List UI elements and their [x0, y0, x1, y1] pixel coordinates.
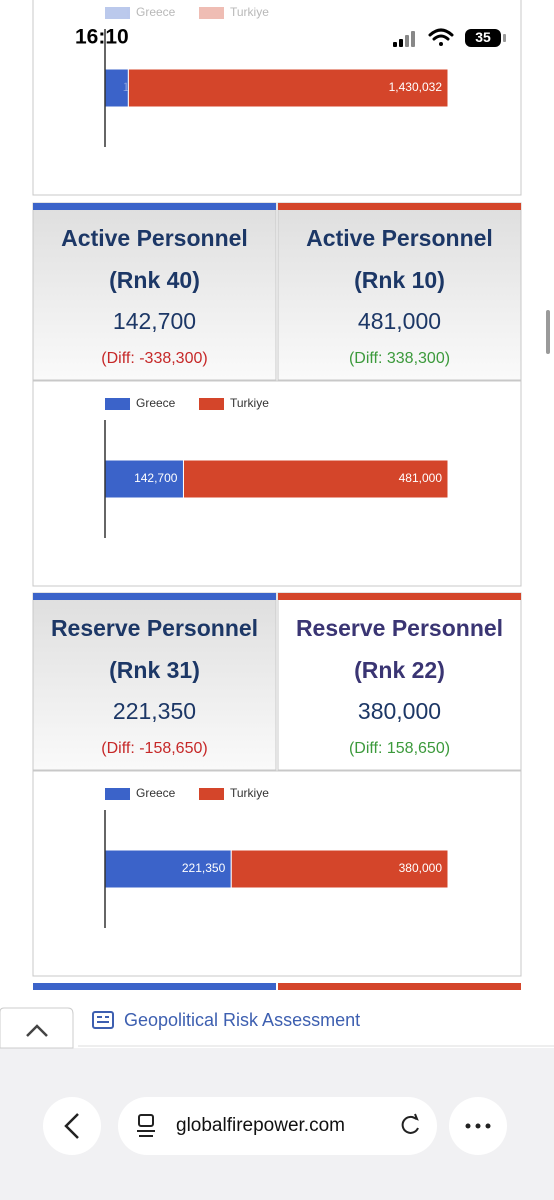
- card-rank: (Rnk 10): [354, 267, 445, 293]
- url-pill[interactable]: [118, 1097, 437, 1155]
- legend: Greece Turkiye: [105, 5, 269, 19]
- card-rank: (Rnk 31): [109, 657, 200, 683]
- tab-panel: [78, 1000, 554, 1046]
- card-diff: (Diff: -158,650): [101, 740, 207, 757]
- legend-label: Greece: [136, 5, 176, 19]
- content: GreeceTurkiye104,6111,430,032GreeceTurki…: [32, 0, 522, 990]
- legend-label: Turkiye: [230, 5, 269, 19]
- bar-segment: [104, 459, 184, 499]
- card-stripe: [33, 593, 276, 600]
- tab-link[interactable]: Geopolitical Risk Assessment: [124, 1010, 360, 1030]
- status-time: 16:10: [75, 26, 129, 49]
- chevron-up: [26, 1024, 48, 1037]
- legend-swatch: [105, 7, 130, 19]
- card: [32, 592, 277, 771]
- card-value: 380,000: [358, 698, 441, 724]
- bar-value-label: 380,000: [399, 861, 443, 875]
- reload-icon[interactable]: [401, 1113, 419, 1134]
- back-button[interactable]: [43, 1097, 101, 1155]
- card-stripe: [278, 983, 521, 990]
- card: [32, 202, 277, 381]
- battery-level: 35: [475, 29, 491, 45]
- card-stripe: [33, 983, 276, 990]
- legend-swatch: [105, 788, 130, 800]
- card-rank: (Rnk 40): [109, 267, 200, 293]
- bar-segment: [127, 68, 449, 108]
- news-icon: [92, 1011, 114, 1029]
- back-icon: [64, 1113, 79, 1139]
- card: [277, 202, 522, 381]
- card-value: 142,700: [113, 308, 196, 334]
- card-title: Active Personnel: [61, 225, 248, 251]
- site-icon: [137, 1114, 155, 1137]
- legend-label: Turkiye: [230, 786, 269, 800]
- legend-label: Greece: [136, 786, 176, 800]
- bar-value-label: 481,000: [399, 471, 443, 485]
- legend-swatch: [199, 7, 224, 19]
- card-diff: (Diff: -338,300): [101, 350, 207, 367]
- card-stripe: [278, 593, 521, 600]
- menu-icon: [465, 1123, 491, 1129]
- card-stripe: [278, 203, 521, 210]
- legend-swatch: [105, 398, 130, 410]
- bar-value-label: 221,350: [182, 861, 226, 875]
- legend-swatch: [199, 788, 224, 800]
- card-value: 221,350: [113, 698, 196, 724]
- bar-value-label: 1,430,032: [389, 80, 443, 94]
- bar-segment: [230, 849, 449, 889]
- legend: Greece Turkiye: [105, 786, 269, 800]
- url-text: globalfirepower.com: [176, 1115, 345, 1136]
- legend-label: Greece: [136, 396, 176, 410]
- card-title: Reserve Personnel: [296, 615, 503, 641]
- card-stripe: [33, 203, 276, 210]
- battery-icon: [465, 29, 501, 47]
- legend-swatch: [199, 398, 224, 410]
- battery-tip: [503, 34, 506, 42]
- scrollbar: [546, 310, 550, 354]
- signal-icon: [393, 31, 415, 47]
- card-value: 481,000: [358, 308, 441, 334]
- bar-segment: [182, 459, 449, 499]
- legend: Greece Turkiye: [105, 396, 269, 410]
- card-title: Active Personnel: [306, 225, 493, 251]
- legend-label: Turkiye: [230, 396, 269, 410]
- card-diff: (Diff: 338,300): [349, 350, 450, 367]
- card-diff: (Diff: 158,650): [349, 740, 450, 757]
- card-rank: (Rnk 22): [354, 657, 445, 683]
- card-title: Reserve Personnel: [51, 615, 258, 641]
- bar-value-label: 142,700: [134, 471, 178, 485]
- wifi-icon: [428, 28, 454, 46]
